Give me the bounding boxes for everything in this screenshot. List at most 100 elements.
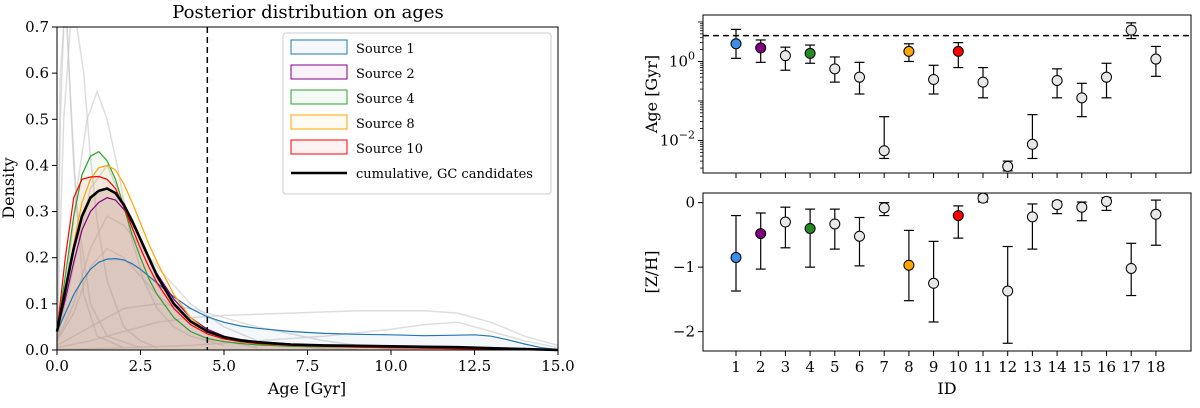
age-marker	[829, 63, 841, 75]
age-point-11	[977, 66, 989, 99]
metallicity-marker	[977, 192, 989, 204]
age-point-4	[804, 44, 816, 64]
y-tick-label: 0.1	[25, 295, 49, 313]
metallicity-point-1	[730, 214, 742, 292]
age-point-14	[1051, 68, 1063, 99]
age-marker	[878, 145, 890, 157]
age-point-15	[1076, 82, 1088, 118]
age-marker	[903, 45, 915, 57]
legend-label-5: Source 10	[356, 142, 423, 157]
metallicity-marker	[928, 277, 940, 289]
legend-swatch-4	[290, 114, 348, 130]
x-tick-label: 2.5	[129, 357, 153, 375]
id-tick-label: 10	[949, 358, 968, 376]
age-marker	[779, 50, 791, 62]
cumulative-curve	[55, 187, 559, 352]
x-tick-label: 12.5	[458, 357, 491, 375]
metallicity-point-10	[952, 205, 964, 239]
age-marker	[1026, 138, 1038, 150]
metallicity-marker	[1101, 195, 1112, 207]
metallicity-point-2	[755, 212, 767, 270]
metallicity-point-4	[804, 208, 816, 268]
metallicity-y-tick-label: −1	[673, 258, 695, 276]
metallicity-marker	[854, 230, 865, 242]
legend-label-4: Source 8	[356, 117, 415, 132]
metallicity-point-3	[779, 206, 791, 249]
metallicity-point-17	[1125, 242, 1137, 297]
metallicity-marker	[878, 202, 890, 214]
legend-swatch-5	[290, 139, 348, 155]
metallicity-point-15	[1076, 201, 1088, 222]
age-y-tick-label: 100	[669, 49, 695, 70]
metallicity-marker	[1051, 199, 1063, 211]
age-point-18	[1150, 45, 1162, 77]
id-tick-label: 5	[830, 358, 840, 376]
metallicity-plot-frame	[702, 192, 1192, 352]
y-tick-label: 0.7	[25, 18, 49, 36]
x-tick-label: 5.0	[212, 357, 236, 375]
background-curves	[56, 26, 559, 351]
background-curve-4	[56, 89, 225, 347]
metallicity-marker	[829, 218, 841, 230]
age-marker	[730, 38, 742, 50]
legend-swatch-3	[290, 89, 348, 105]
age-marker	[1002, 160, 1014, 172]
id-tick-label: 15	[1072, 358, 1091, 376]
age-point-17	[1125, 22, 1137, 40]
metallicity-marker	[730, 251, 742, 263]
age-point-10	[952, 42, 964, 69]
age-point-7	[878, 116, 890, 160]
id-tick-label: 11	[973, 358, 992, 376]
age-point-3	[779, 46, 791, 71]
legend-swatch-2	[290, 64, 348, 80]
legend-label-3: Source 4	[356, 92, 415, 107]
id-tick-label: 9	[929, 358, 939, 376]
metallicity-axis-ticks: 0−1−21 2 3 4 5 6 7 8 9 10 11 12 13 14 15 16 17 18	[673, 194, 1166, 376]
metallicity-point-11	[977, 192, 989, 204]
age-axis-ticks: 100 10−2	[660, 21, 1157, 178]
id-tick-label: 16	[1097, 358, 1116, 376]
metallicity-marker	[903, 259, 915, 271]
series-fill-1	[57, 258, 558, 350]
y-tick-label: 0.0	[25, 341, 49, 359]
age-points	[730, 22, 1162, 172]
age-y-tick-label: 10−2	[660, 128, 695, 149]
metallicity-marker	[1002, 285, 1014, 297]
series-fill-5	[57, 176, 558, 350]
metallicity-point-18	[1150, 199, 1162, 246]
density-chart: Posterior distribution on ages 0.0 2.5 5.0…	[0, 2, 575, 398]
metallicity-x-axis-label: ID	[937, 379, 956, 398]
background-curve-2	[56, 26, 141, 351]
id-tick-label: 1	[731, 358, 741, 376]
metallicity-point-7	[878, 202, 890, 217]
metallicity-point-16	[1101, 195, 1112, 212]
metallicity-y-tick-label: −2	[673, 323, 695, 341]
id-tick-label: 7	[879, 358, 889, 376]
metallicity-marker	[1076, 201, 1088, 213]
legend-swatch-1	[290, 39, 348, 55]
id-tick-label: 6	[855, 358, 865, 376]
age-marker	[928, 73, 940, 85]
background-curve-10	[56, 321, 559, 351]
metallicity-point-8	[903, 229, 915, 302]
age-point-5	[829, 56, 841, 83]
background-curve-8	[56, 303, 392, 349]
density-axis-ticks: 0.0 2.5 5.0 7.5 10.0 12.5 15.0 0.0 0.1 0.2 0.3 0.4 0…	[25, 18, 575, 375]
legend-items: Source 1 Source 2 Source 4 Source 8 Source 1…	[290, 39, 533, 182]
legend-label-6: cumulative, GC candidates	[356, 167, 533, 182]
age-point-16	[1101, 62, 1112, 99]
id-tick-label: 3	[781, 358, 791, 376]
metallicity-marker	[1026, 211, 1038, 223]
metallicity-marker	[755, 228, 767, 240]
age-plot-frame	[702, 14, 1192, 174]
age-marker	[1150, 53, 1162, 65]
age-point-1	[730, 28, 742, 59]
y-tick-label: 0.2	[25, 249, 49, 267]
cumulative-area	[57, 188, 558, 350]
metallicity-point-9	[928, 240, 940, 323]
age-marker	[1051, 74, 1063, 86]
id-tick-label: 2	[756, 358, 766, 376]
density-y-axis-label: Density	[0, 157, 18, 218]
age-point-12	[1002, 160, 1014, 172]
x-tick-label: 0.0	[45, 357, 69, 375]
